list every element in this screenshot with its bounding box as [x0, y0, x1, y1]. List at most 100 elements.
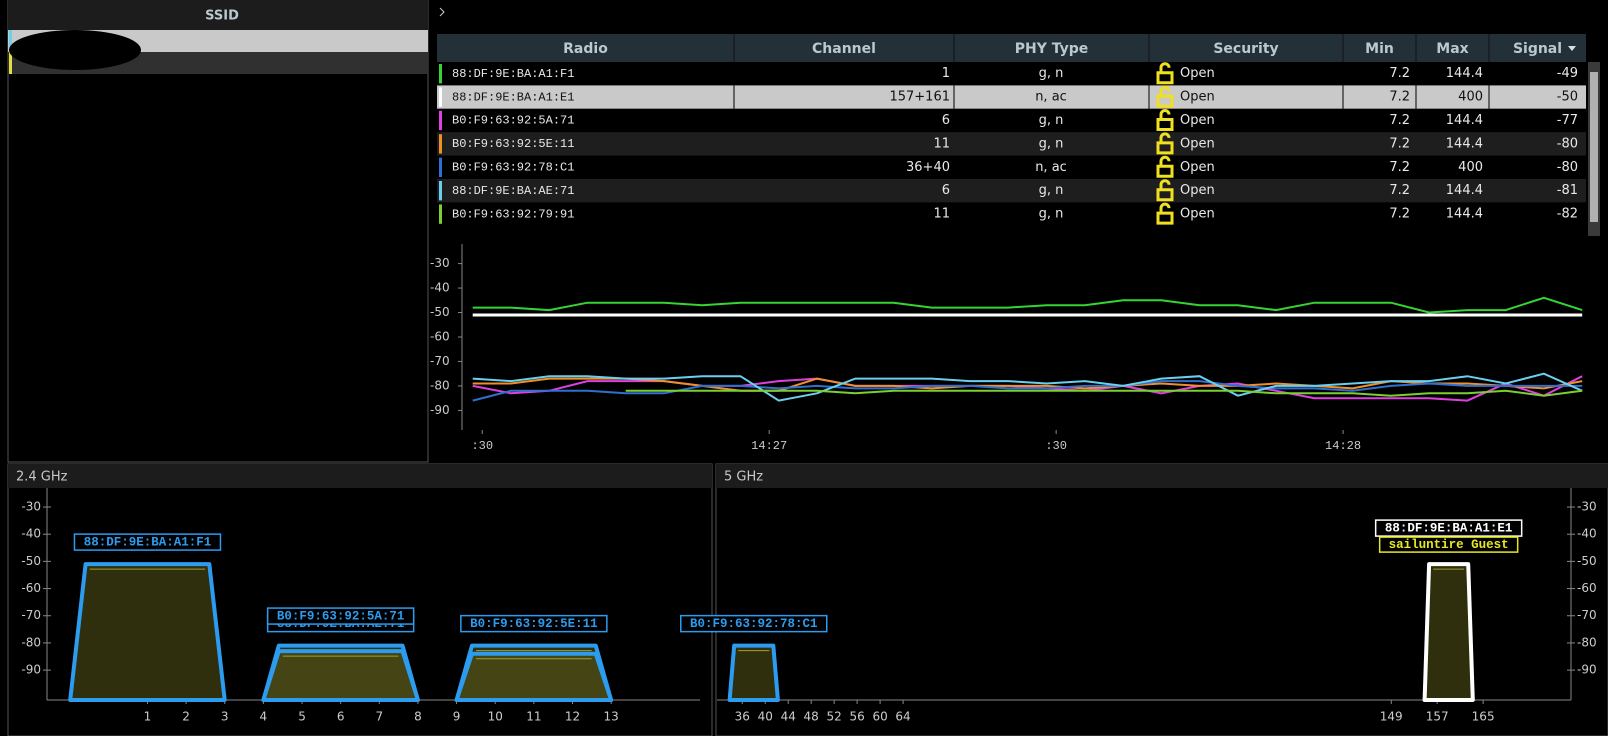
radio-mac: B0:F9:63:92:78:C1	[452, 160, 574, 174]
channel: 6	[942, 183, 950, 198]
network-label[interactable]: 88:DF:9E:BA:A1:F1	[84, 535, 212, 549]
ssid-label[interactable]: sailuntire Guest	[1389, 538, 1509, 552]
column-header[interactable]: Security	[1213, 41, 1278, 57]
y-tick-label: -50	[21, 554, 41, 568]
table-row[interactable]	[437, 62, 1586, 85]
y-tick-label: -30	[21, 500, 41, 514]
network-label[interactable]: B0:F9:63:92:78:C1	[690, 617, 818, 631]
column-header[interactable]: PHY Type	[1015, 41, 1089, 57]
y-tick-label: -80	[21, 635, 41, 649]
x-tick-label: 149	[1380, 710, 1403, 724]
y-tick-label: -80	[430, 378, 450, 392]
security: Open	[1180, 160, 1215, 175]
network-shape[interactable]	[263, 651, 418, 700]
channel: 36+40	[906, 160, 950, 175]
x-tick-label: 36	[735, 710, 750, 724]
x-tick-label: 12	[565, 710, 580, 724]
table-row-selected[interactable]	[437, 85, 1586, 108]
min-rate: 7.2	[1389, 207, 1410, 222]
row-color-bar	[439, 158, 442, 177]
phy-type: g, n	[1039, 207, 1064, 222]
min-rate: 7.2	[1389, 113, 1410, 128]
x-tick-label: 6	[337, 710, 345, 724]
y-tick-label: -40	[21, 527, 41, 541]
min-rate: 7.2	[1389, 183, 1410, 198]
y-tick-label: -50	[1577, 554, 1597, 568]
column-header[interactable]: Max	[1436, 41, 1468, 57]
table-row[interactable]	[437, 109, 1586, 132]
table-row[interactable]	[437, 179, 1586, 202]
security: Open	[1180, 66, 1215, 81]
x-tick-label: 8	[414, 710, 422, 724]
y-tick-label: -60	[21, 581, 41, 595]
x-tick-label: 40	[758, 710, 773, 724]
x-tick-label: 56	[849, 710, 864, 724]
y-tick-label: -40	[1577, 527, 1597, 541]
y-tick-label: -90	[21, 663, 41, 677]
network-label[interactable]: B0:F9:63:92:5E:11	[470, 617, 598, 631]
x-tick-label: 5	[298, 710, 306, 724]
max-rate: 144.4	[1446, 113, 1483, 128]
radio-mac: 88:DF:9E:BA:A1:F1	[452, 67, 574, 81]
column-header[interactable]: Radio	[563, 41, 608, 57]
signal: -49	[1557, 66, 1578, 81]
y-tick-label: -40	[430, 281, 450, 295]
x-tick-label: 48	[804, 710, 819, 724]
column-header[interactable]: Min	[1365, 41, 1394, 57]
y-tick-label: -30	[430, 256, 450, 270]
radio-mac: 88:DF:9E:BA:A1:E1	[452, 90, 574, 104]
y-tick-label: -60	[430, 330, 450, 344]
y-tick-label: -70	[1577, 608, 1597, 622]
y-tick-label: -60	[1577, 581, 1597, 595]
radio-mac: B0:F9:63:92:5A:71	[452, 114, 574, 128]
y-tick-label: -70	[21, 608, 41, 622]
row-color-bar	[439, 87, 442, 106]
network-shape[interactable]	[1425, 564, 1473, 700]
channel: 1	[942, 66, 950, 81]
channel: 11	[933, 207, 950, 222]
x-tick-label: :30	[1045, 439, 1067, 453]
max-rate: 144.4	[1446, 183, 1483, 198]
phy-type: n, ac	[1035, 160, 1067, 175]
x-tick-label: 2	[182, 710, 190, 724]
table-row[interactable]	[437, 132, 1586, 155]
network-shape[interactable]	[70, 564, 225, 700]
scrollbar-thumb[interactable]	[1590, 72, 1598, 222]
signal: -82	[1557, 207, 1578, 222]
x-tick-label: 7	[375, 710, 383, 724]
table-row[interactable]	[437, 202, 1586, 225]
row-color-bar	[439, 64, 442, 83]
y-tick-label: -80	[1577, 635, 1597, 649]
table-row[interactable]	[437, 156, 1586, 179]
x-tick-label: 1	[144, 710, 152, 724]
signal: -50	[1557, 90, 1578, 105]
row-color-bar	[439, 134, 442, 153]
x-tick-label: 13	[603, 710, 618, 724]
y-tick-label: -90	[1577, 663, 1597, 677]
channel: 6	[942, 113, 950, 128]
x-tick-label: 14:27	[751, 439, 787, 453]
column-header[interactable]: Channel	[812, 41, 876, 57]
x-tick-label: :30	[471, 439, 493, 453]
max-rate: 400	[1458, 90, 1483, 105]
phy-type: g, n	[1039, 113, 1064, 128]
radio-mac: B0:F9:63:92:79:91	[452, 207, 574, 221]
min-rate: 7.2	[1389, 66, 1410, 81]
column-header[interactable]: Signal	[1513, 41, 1562, 57]
network-shape[interactable]	[730, 646, 778, 700]
network-label[interactable]: 88:DF:9E:BA:A1:E1	[1385, 521, 1513, 535]
signal: -81	[1557, 183, 1578, 198]
security: Open	[1180, 207, 1215, 222]
network-shape[interactable]	[457, 654, 611, 700]
y-tick-label: -90	[430, 403, 450, 417]
signal: -80	[1557, 160, 1578, 175]
y-tick-label: -30	[1577, 500, 1597, 514]
x-tick-label: 64	[895, 710, 910, 724]
x-tick-label: 14:28	[1325, 439, 1361, 453]
row-color-bar	[439, 111, 442, 130]
band-24-title: 2.4 GHz	[16, 470, 68, 485]
x-tick-label: 11	[526, 710, 541, 724]
network-label[interactable]: B0:F9:63:92:5A:71	[277, 609, 405, 623]
x-tick-label: 3	[221, 710, 229, 724]
